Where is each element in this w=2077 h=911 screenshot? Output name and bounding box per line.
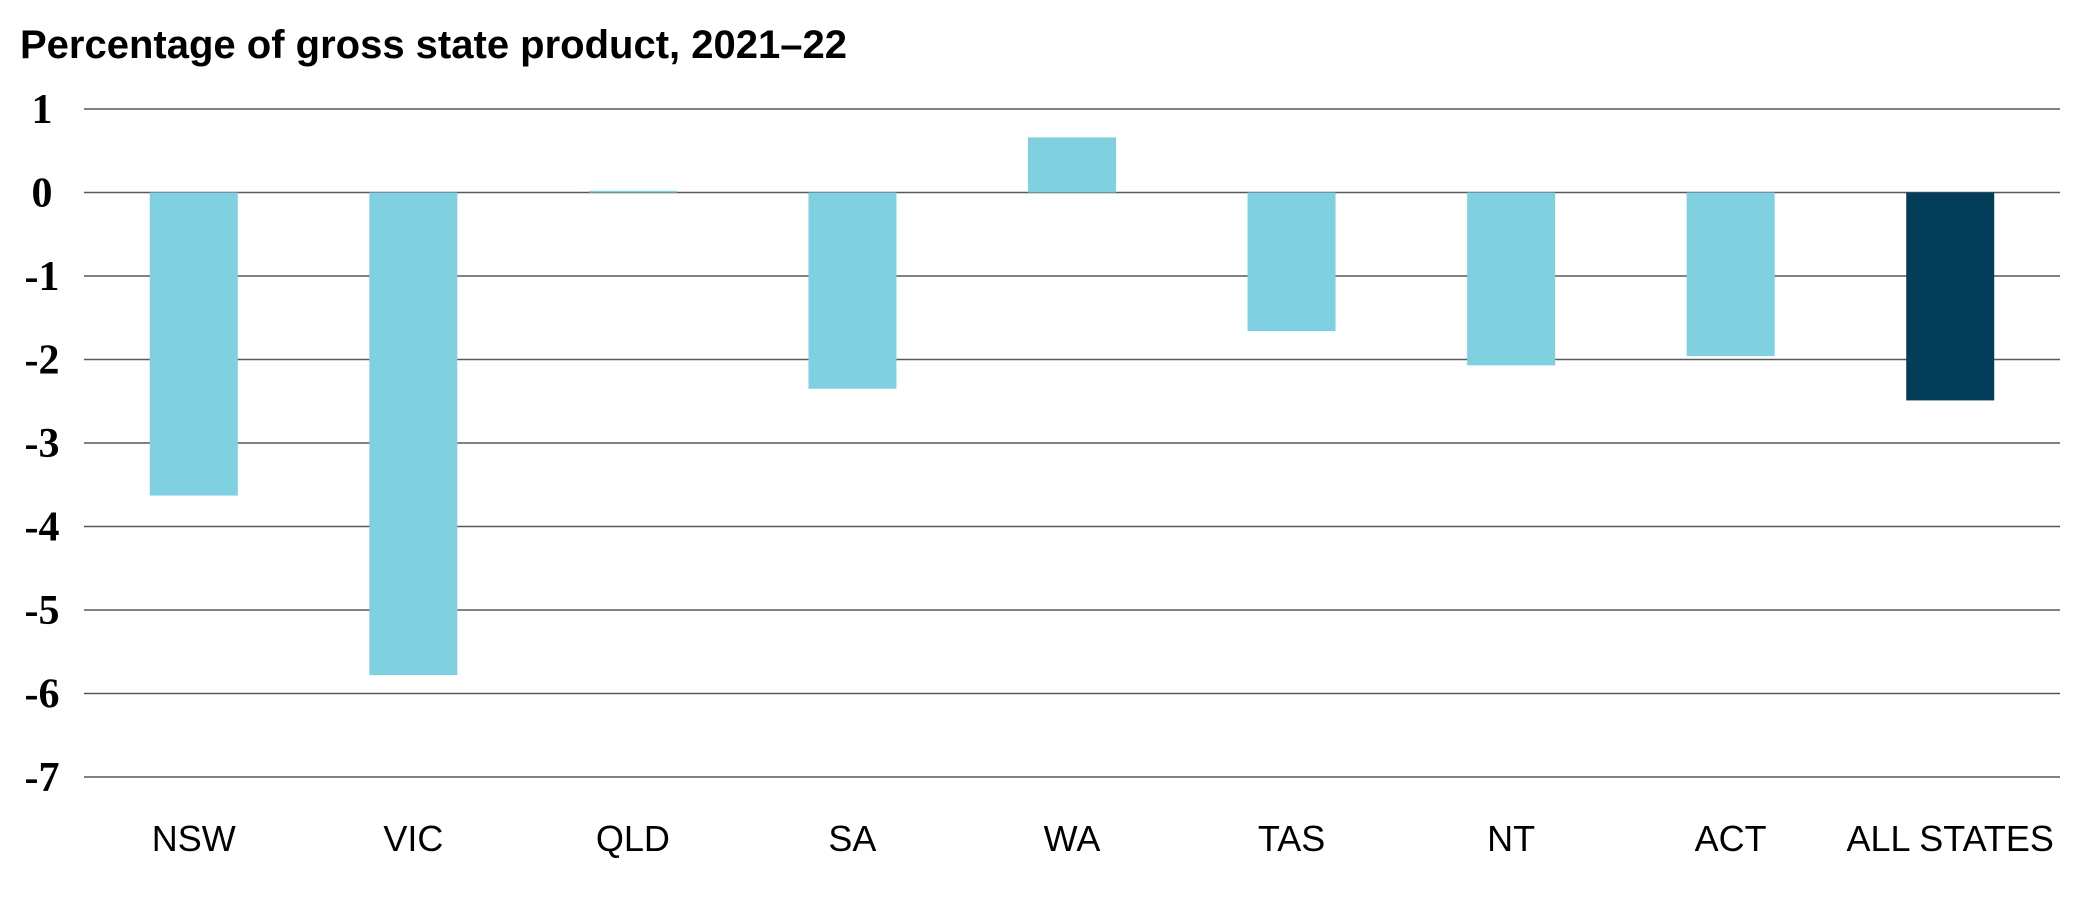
bar-nt bbox=[1467, 192, 1556, 366]
y-tick-label: -6 bbox=[25, 672, 60, 718]
bar-nsw bbox=[149, 192, 238, 496]
x-tick-label: ACT bbox=[1695, 818, 1767, 859]
bar-qld bbox=[588, 190, 677, 193]
y-tick-label: -5 bbox=[25, 588, 60, 634]
x-tick-label: SA bbox=[828, 818, 876, 859]
bar-sa bbox=[808, 192, 897, 389]
y-tick-label: -7 bbox=[25, 755, 60, 801]
x-tick-label: QLD bbox=[596, 818, 670, 859]
y-tick-label: -3 bbox=[25, 421, 60, 467]
x-tick-label: NT bbox=[1487, 818, 1535, 859]
x-tick-label: ALL STATES bbox=[1847, 818, 2054, 859]
bars bbox=[149, 137, 1995, 676]
bar-wa bbox=[1028, 137, 1116, 193]
x-tick-label: TAS bbox=[1258, 818, 1325, 859]
y-tick-label: -1 bbox=[25, 254, 60, 300]
bar-vic bbox=[369, 192, 458, 676]
x-tick-label: WA bbox=[1044, 818, 1101, 859]
y-tick-label: 1 bbox=[32, 87, 53, 133]
bar-act bbox=[1686, 192, 1775, 357]
y-tick-label: -2 bbox=[25, 338, 60, 384]
y-axis-ticks: 1 0 -1 -2 -3 -4 -5 -6 -7 bbox=[25, 87, 60, 801]
y-tick-label: 0 bbox=[32, 171, 53, 217]
x-axis-ticks: NSW VIC QLD SA WA TAS NT ACT ALL STATES bbox=[152, 818, 2054, 859]
bar-all-states bbox=[1906, 192, 1995, 401]
bar-tas bbox=[1247, 192, 1336, 332]
x-tick-label: VIC bbox=[383, 818, 443, 859]
y-tick-label: -4 bbox=[25, 505, 60, 551]
x-tick-label: NSW bbox=[152, 818, 236, 859]
chart-title: Percentage of gross state product, 2021–… bbox=[20, 23, 847, 67]
